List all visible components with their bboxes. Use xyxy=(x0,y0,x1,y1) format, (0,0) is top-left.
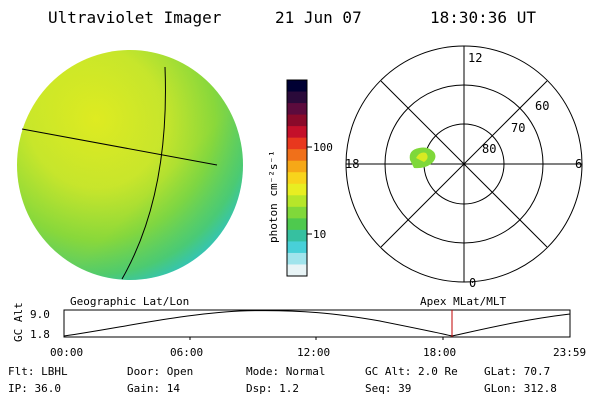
color-bar: photon cm⁻²s⁻¹ 100 10 xyxy=(267,79,333,277)
colorbar-band xyxy=(287,80,307,93)
info-seq: Seq: 39 xyxy=(365,382,412,395)
longitude-line xyxy=(121,66,166,280)
timeline-y-label: GC Alt xyxy=(12,302,25,342)
colorbar-band xyxy=(287,183,307,196)
info-glon: GLon: 312.8 xyxy=(484,382,557,395)
info-mode: Mode: Normal xyxy=(246,365,326,378)
uv-disk-image xyxy=(17,50,243,280)
timeline-tick-2359: 23:59 xyxy=(553,346,587,359)
timeline-tick-0600: 06:00 xyxy=(170,346,204,359)
colorbar-band xyxy=(287,172,307,185)
info-gain: Gain: 14 xyxy=(127,382,180,395)
info-glat: GLat: 70.7 xyxy=(484,365,551,378)
altitude-timeline: Geographic Lat/Lon Apex MLat/MLT GC Alt … xyxy=(12,295,571,342)
timeline-tick-0000: 00:00 xyxy=(50,346,84,359)
polar-label-6: 6 xyxy=(575,157,582,171)
polar-label-18: 18 xyxy=(345,157,359,171)
polar-lat-60: 60 xyxy=(535,99,549,113)
latitude-line xyxy=(21,128,218,166)
info-gc-alt: GC Alt: 2.0 Re xyxy=(365,365,458,378)
colorbar-band xyxy=(287,252,307,265)
polar-lat-70: 70 xyxy=(511,121,525,135)
colorbar-band xyxy=(287,149,307,162)
colorbar-band xyxy=(287,103,307,116)
instrument-title: Ultraviolet Imager xyxy=(48,8,222,27)
colorbar-band xyxy=(287,195,307,208)
colorbar-band xyxy=(287,114,307,127)
polar-label-12: 12 xyxy=(468,51,482,65)
colorbar-tick-100: 100 xyxy=(313,141,333,154)
polar-lat-80: 80 xyxy=(482,142,496,156)
timeline-right-title: Apex MLat/MLT xyxy=(420,295,506,308)
polar-plot: 12 18 6 0 60 70 80 xyxy=(345,45,583,290)
colorbar-band xyxy=(287,91,307,104)
colorbar-unit-label: photon cm⁻²s⁻¹ xyxy=(267,150,280,243)
colorbar-band xyxy=(287,218,307,231)
disk-shading xyxy=(17,50,243,280)
colorbar-band xyxy=(287,160,307,173)
polar-label-0: 0 xyxy=(469,276,476,290)
colorbar-band xyxy=(287,206,307,219)
altitude-curve xyxy=(63,310,571,337)
timeline-y-bottom: 1.8 xyxy=(30,328,50,341)
colorbar-band xyxy=(287,137,307,150)
colorbar-tick-10: 10 xyxy=(313,228,326,241)
info-ip: IP: 36.0 xyxy=(8,382,61,395)
info-door: Door: Open xyxy=(127,365,194,378)
info-filter: Flt: LBHL xyxy=(8,365,68,378)
observation-date: 21 Jun 07 xyxy=(275,8,362,27)
timeline-tick-1800: 18:00 xyxy=(423,346,457,359)
timeline-y-top: 9.0 xyxy=(30,308,50,321)
timeline-tick-1200: 12:00 xyxy=(297,346,331,359)
timeline-left-title: Geographic Lat/Lon xyxy=(70,295,189,308)
colorbar-band xyxy=(287,229,307,242)
colorbar-band xyxy=(287,241,307,254)
info-dsp: Dsp: 1.2 xyxy=(246,382,299,395)
colorbar-band xyxy=(287,126,307,139)
observation-time: 18:30:36 UT xyxy=(430,8,536,27)
colorbar-band xyxy=(287,264,307,277)
